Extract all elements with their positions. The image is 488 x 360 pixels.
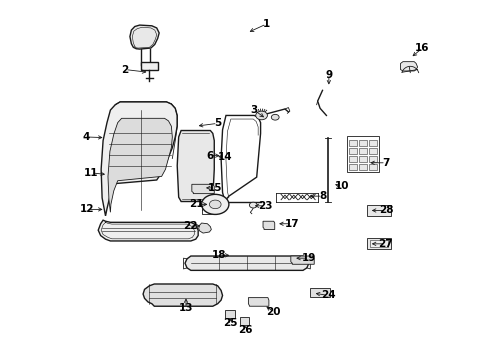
Text: 15: 15 — [207, 183, 222, 193]
Text: 12: 12 — [80, 204, 95, 215]
Circle shape — [255, 111, 267, 120]
Bar — [366, 205, 390, 216]
Bar — [358, 148, 366, 154]
Bar — [369, 239, 387, 247]
Polygon shape — [198, 223, 211, 233]
Polygon shape — [191, 184, 214, 194]
Text: 11: 11 — [83, 168, 98, 178]
Text: 1: 1 — [262, 19, 269, 29]
Bar — [368, 148, 376, 154]
Text: 6: 6 — [206, 150, 214, 161]
Bar — [368, 140, 376, 146]
Circle shape — [271, 114, 279, 120]
Polygon shape — [143, 284, 222, 306]
Text: 23: 23 — [257, 201, 272, 211]
Text: 5: 5 — [214, 118, 221, 128]
Bar — [366, 238, 390, 249]
Polygon shape — [130, 25, 159, 49]
Polygon shape — [400, 62, 417, 71]
Bar — [239, 318, 249, 325]
Text: 27: 27 — [378, 239, 392, 249]
Bar — [358, 163, 366, 170]
Polygon shape — [177, 131, 214, 202]
Polygon shape — [98, 220, 198, 241]
Bar — [224, 310, 234, 318]
Text: 2: 2 — [121, 64, 128, 75]
Text: 7: 7 — [382, 158, 389, 168]
Bar — [368, 163, 376, 170]
Text: 8: 8 — [318, 191, 325, 201]
Bar — [348, 163, 356, 170]
Text: 13: 13 — [179, 303, 193, 314]
Text: 17: 17 — [285, 219, 299, 229]
Text: 3: 3 — [250, 105, 257, 115]
Text: 22: 22 — [182, 221, 197, 231]
Bar — [141, 62, 158, 69]
Circle shape — [201, 194, 228, 215]
Text: 14: 14 — [217, 152, 232, 162]
Polygon shape — [184, 256, 308, 270]
Text: 19: 19 — [301, 253, 315, 263]
Polygon shape — [101, 102, 177, 216]
Text: 16: 16 — [414, 43, 429, 53]
Text: 24: 24 — [321, 291, 335, 301]
Text: 9: 9 — [325, 70, 332, 80]
Polygon shape — [290, 256, 314, 264]
Bar — [358, 140, 366, 146]
Bar — [358, 156, 366, 162]
Polygon shape — [248, 298, 268, 306]
Text: 4: 4 — [82, 132, 89, 142]
Bar — [368, 156, 376, 162]
Text: 21: 21 — [189, 199, 203, 210]
Circle shape — [249, 202, 257, 208]
Text: 25: 25 — [223, 318, 238, 328]
Circle shape — [209, 200, 221, 209]
Bar — [346, 136, 378, 172]
Bar — [348, 148, 356, 154]
Bar — [310, 288, 329, 297]
Bar — [348, 156, 356, 162]
Text: 20: 20 — [266, 307, 281, 317]
Polygon shape — [108, 118, 172, 212]
Text: 28: 28 — [378, 206, 392, 216]
Bar — [348, 140, 356, 146]
Text: 26: 26 — [238, 325, 252, 335]
Polygon shape — [263, 221, 274, 229]
Text: 10: 10 — [334, 181, 348, 192]
Text: 18: 18 — [211, 250, 226, 260]
